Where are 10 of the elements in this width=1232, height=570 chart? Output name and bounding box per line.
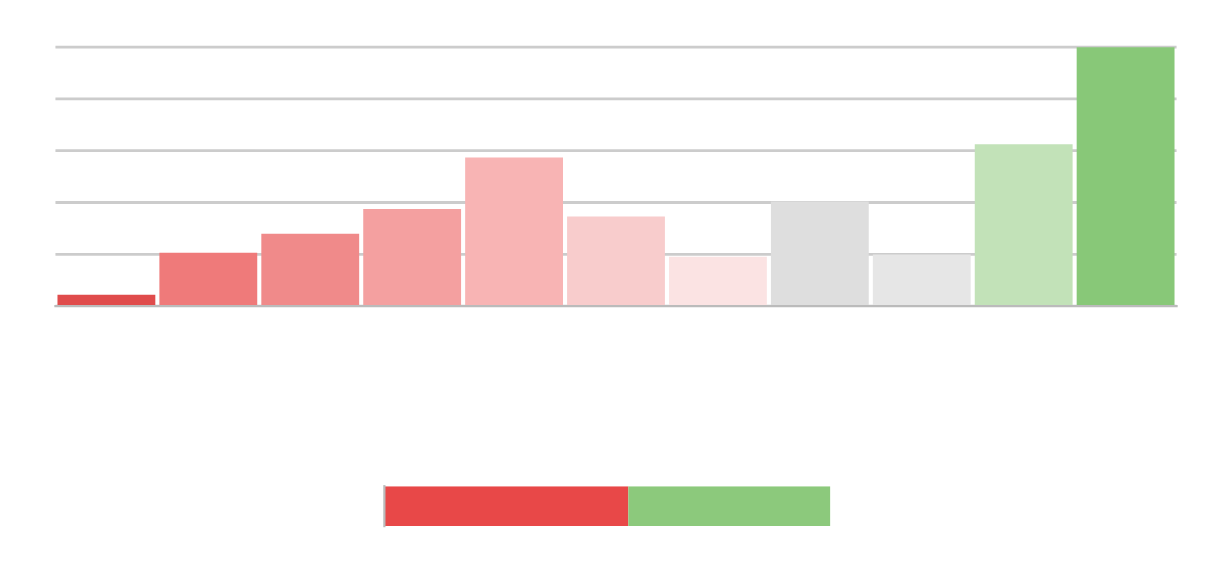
- bar: [363, 208, 462, 307]
- bar: [1076, 47, 1175, 307]
- bar: [872, 254, 971, 307]
- bar: [770, 201, 869, 307]
- bar: [465, 157, 563, 307]
- bar: [974, 144, 1073, 307]
- bar: [159, 252, 258, 307]
- bar: [669, 256, 767, 307]
- bar: [261, 233, 360, 307]
- bar: [567, 216, 665, 307]
